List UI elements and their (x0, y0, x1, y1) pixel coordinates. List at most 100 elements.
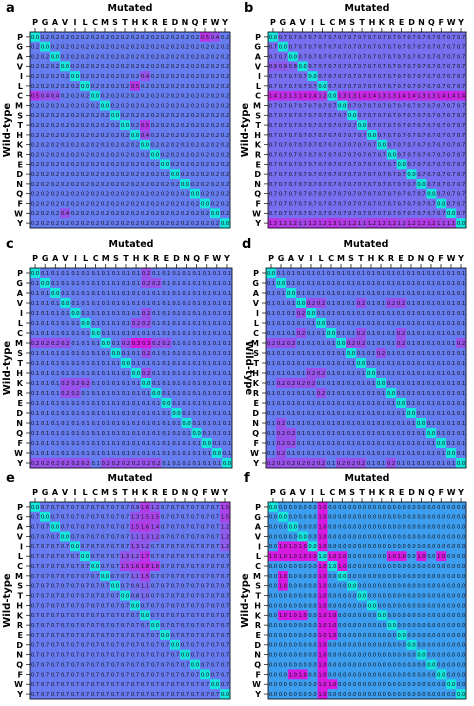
heatmap-cell (357, 100, 368, 111)
cell-value: 0.0 (398, 505, 406, 511)
cell-value: 0.7 (417, 64, 425, 70)
cell-value: 0.1 (92, 291, 100, 297)
heatmap-cell (50, 408, 61, 419)
heatmap-cell (396, 198, 407, 209)
cell-value: 0.7 (269, 201, 277, 207)
heatmap-cell (100, 328, 112, 339)
column-label-R: R (153, 254, 159, 263)
heatmap-cell (70, 288, 81, 299)
heatmap-cell (347, 100, 358, 111)
heatmap-cell (100, 110, 111, 121)
heatmap-cell (297, 149, 308, 160)
cell-value: 1.1 (131, 574, 139, 580)
cell-value: 0.0 (398, 564, 406, 570)
heatmap-cell (30, 308, 41, 319)
cell-value: 0.7 (101, 653, 109, 659)
cell-value: 0.7 (181, 633, 189, 639)
heatmap-cell (406, 139, 417, 150)
cell-value: 0.7 (318, 123, 326, 129)
cell-value: 0.7 (141, 633, 149, 639)
cell-value: 0.2 (161, 201, 169, 207)
cell-value: 0.1 (81, 331, 89, 337)
heatmap-cell (110, 328, 122, 339)
cell-value: 0.1 (162, 281, 170, 287)
cell-value: 0.7 (191, 613, 199, 619)
heatmap-cell (30, 32, 41, 43)
cell-value: 0.1 (267, 451, 275, 457)
cell-value: 0.1 (457, 411, 465, 417)
cell-value: 0.1 (277, 371, 285, 377)
cell-value: 0.7 (269, 162, 277, 168)
cell-value: 0.1 (407, 461, 415, 467)
cell-value: 0.7 (457, 64, 465, 70)
cell-value: 0.1 (457, 311, 465, 317)
heatmap-cell (160, 169, 171, 180)
heatmap-cell (131, 358, 142, 369)
heatmap-cell (191, 398, 202, 409)
cell-value: 0.2 (61, 172, 69, 178)
cell-value: 1.3 (141, 534, 149, 540)
cell-value: 0.0 (358, 613, 366, 619)
cell-value: 0.7 (181, 603, 189, 609)
cell-value: 0.7 (81, 672, 89, 678)
heatmap-cell (191, 348, 202, 359)
cell-value: 0.7 (378, 162, 386, 168)
cell-value: 0.7 (51, 505, 59, 511)
cell-value: 0.1 (347, 441, 355, 447)
heatmap-cell (221, 318, 233, 329)
cell-value: 0.2 (131, 172, 139, 178)
heatmap-cell (416, 130, 427, 141)
cell-value: 0.0 (348, 554, 356, 560)
cell-value: 0.2 (337, 461, 345, 467)
heatmap-cell (70, 318, 81, 329)
cell-value: 0.7 (378, 192, 386, 198)
heatmap-cell (406, 32, 417, 43)
heatmap-cell (141, 268, 152, 279)
cell-value: 0.7 (51, 653, 59, 659)
heatmap-cell (436, 188, 447, 199)
cell-value: 0.1 (122, 431, 130, 437)
cell-value: 0.0 (417, 182, 425, 188)
cell-value: 1.2 (407, 221, 415, 227)
row-label-N: N (252, 419, 259, 428)
cell-value: 0.2 (101, 162, 109, 168)
cell-value: 0.7 (378, 45, 386, 51)
cell-value: 0.1 (41, 451, 49, 457)
cell-value: 0.1 (277, 321, 285, 327)
heatmap-cell (110, 130, 121, 141)
cell-value: 0.2 (91, 45, 99, 51)
cell-value: 0.2 (91, 54, 99, 60)
cell-value: 0.0 (417, 544, 425, 550)
cell-value: 0.2 (387, 461, 395, 467)
heatmap-cell (200, 100, 211, 111)
cell-value: 0.1 (447, 361, 455, 367)
heatmap-cell (140, 149, 151, 160)
row-label-D: D (16, 641, 23, 650)
cell-value: 0.0 (378, 143, 386, 149)
cell-value: 0.7 (91, 653, 99, 659)
cell-value: 1.4 (151, 525, 160, 531)
cell-value: 0.0 (308, 574, 316, 580)
column-label-E: E (399, 18, 404, 27)
heatmap-cell (396, 218, 407, 229)
column-label-L: L (83, 254, 88, 263)
cell-value: 0.0 (358, 554, 366, 560)
row-label-G: G (16, 279, 23, 288)
heatmap-cell (120, 169, 131, 180)
cell-value: 0.0 (368, 554, 376, 560)
cell-value: 0.2 (221, 162, 229, 168)
heatmap-cell (160, 208, 171, 219)
cell-value: 0.1 (193, 451, 201, 457)
heatmap-cell (396, 120, 407, 131)
cell-value: 0.1 (182, 361, 190, 367)
cell-value: 0.2 (61, 162, 69, 168)
cell-value: 0.7 (328, 172, 336, 178)
cell-value: 0.1 (203, 401, 211, 407)
cell-value: 0.2 (71, 182, 79, 188)
cell-value: 0.0 (447, 554, 455, 560)
cell-value: 0.7 (201, 613, 209, 619)
heatmap-cell (131, 388, 142, 399)
cell-value: 0.1 (437, 271, 445, 277)
cell-value: 0.7 (61, 662, 69, 668)
cell-value: 0.2 (151, 143, 159, 149)
